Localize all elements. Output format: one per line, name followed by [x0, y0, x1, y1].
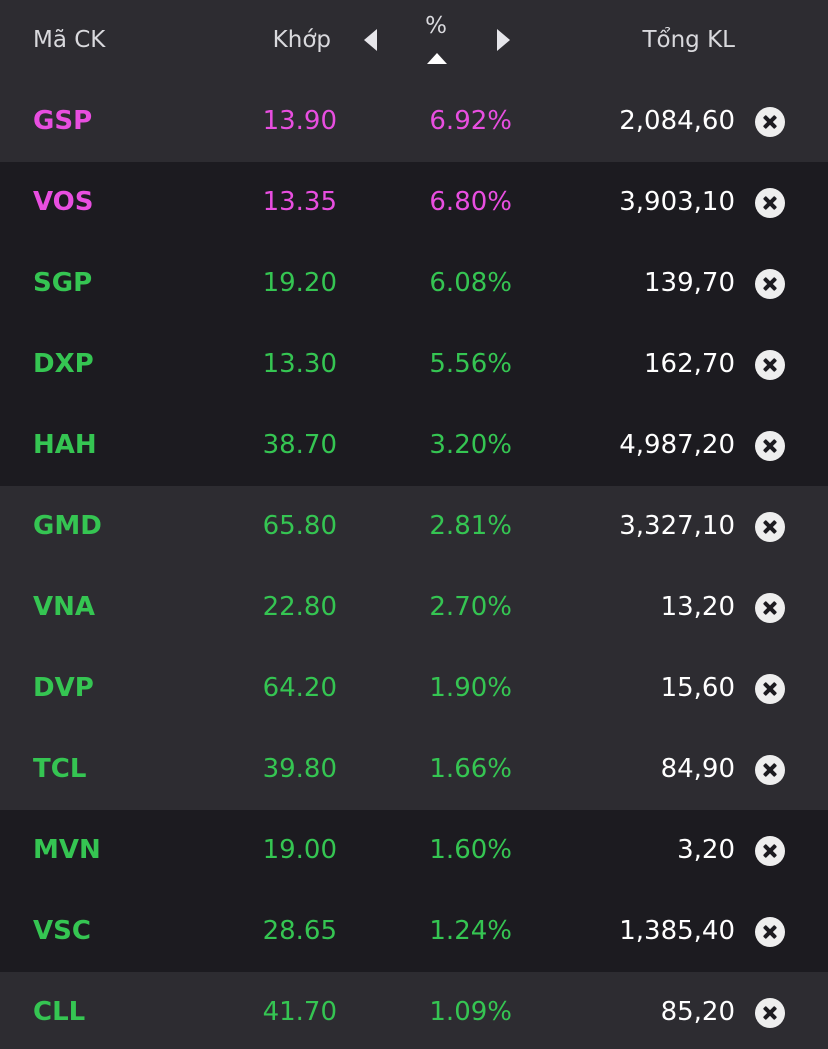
stock-symbol[interactable]: VSC [33, 916, 91, 946]
matched-price: 65.80 [262, 511, 337, 541]
total-volume: 4,987,20 [619, 430, 735, 460]
remove-icon[interactable] [755, 512, 785, 542]
sort-ascending-icon[interactable] [427, 53, 447, 64]
stock-symbol[interactable]: GSP [33, 106, 93, 136]
table-row[interactable]: VNA 22.80 2.70% 13,20 [0, 567, 828, 648]
total-volume: 15,60 [660, 673, 735, 703]
total-volume: 3,20 [677, 835, 735, 865]
matched-price: 28.65 [262, 916, 337, 946]
percent-change: 1.09% [429, 997, 512, 1027]
percent-change: 2.81% [429, 511, 512, 541]
header-price[interactable]: Khớp [272, 27, 331, 53]
remove-icon[interactable] [755, 674, 785, 704]
remove-icon[interactable] [755, 269, 785, 299]
header-percent[interactable]: % [425, 13, 447, 39]
remove-icon[interactable] [755, 917, 785, 947]
header-symbol[interactable]: Mã CK [33, 27, 106, 53]
remove-icon[interactable] [755, 755, 785, 785]
matched-price: 19.20 [262, 268, 337, 298]
matched-price: 41.70 [262, 997, 337, 1027]
percent-change: 5.56% [429, 349, 512, 379]
total-volume: 3,903,10 [619, 187, 735, 217]
table-header: Mã CK Khớp % Tổng KL [0, 0, 828, 81]
remove-icon[interactable] [755, 188, 785, 218]
remove-icon[interactable] [755, 107, 785, 137]
next-column-arrow-icon[interactable] [497, 29, 510, 51]
percent-change: 1.60% [429, 835, 512, 865]
table-row[interactable]: DXP 13.30 5.56% 162,70 [0, 324, 828, 405]
table-row[interactable]: VOS 13.35 6.80% 3,903,10 [0, 162, 828, 243]
header-volume[interactable]: Tổng KL [642, 27, 735, 53]
table-row[interactable]: DVP 64.20 1.90% 15,60 [0, 648, 828, 729]
total-volume: 2,084,60 [619, 106, 735, 136]
percent-change: 6.92% [429, 106, 512, 136]
table-row[interactable]: SGP 19.20 6.08% 139,70 [0, 243, 828, 324]
stock-symbol[interactable]: VNA [33, 592, 96, 622]
remove-icon[interactable] [755, 998, 785, 1028]
stock-symbol[interactable]: VOS [33, 187, 94, 217]
percent-change: 6.08% [429, 268, 512, 298]
stock-symbol[interactable]: HAH [33, 430, 97, 460]
stock-symbol[interactable]: SGP [33, 268, 93, 298]
matched-price: 13.30 [262, 349, 337, 379]
total-volume: 3,327,10 [619, 511, 735, 541]
table-row[interactable]: GMD 65.80 2.81% 3,327,10 [0, 486, 828, 567]
table-row[interactable]: HAH 38.70 3.20% 4,987,20 [0, 405, 828, 486]
total-volume: 1,385,40 [619, 916, 735, 946]
remove-icon[interactable] [755, 431, 785, 461]
stock-symbol[interactable]: DVP [33, 673, 94, 703]
table-row[interactable]: TCL 39.80 1.66% 84,90 [0, 729, 828, 810]
stock-list: GSP 13.90 6.92% 2,084,60 VOS 13.35 6.80%… [0, 81, 828, 1049]
matched-price: 22.80 [262, 592, 337, 622]
total-volume: 13,20 [660, 592, 735, 622]
percent-change: 1.24% [429, 916, 512, 946]
percent-change: 6.80% [429, 187, 512, 217]
table-row[interactable]: CLL 41.70 1.09% 85,20 [0, 972, 828, 1049]
stock-symbol[interactable]: TCL [33, 754, 87, 784]
remove-icon[interactable] [755, 350, 785, 380]
prev-column-arrow-icon[interactable] [364, 29, 377, 51]
matched-price: 13.35 [262, 187, 337, 217]
total-volume: 84,90 [660, 754, 735, 784]
stock-symbol[interactable]: GMD [33, 511, 102, 541]
percent-change: 2.70% [429, 592, 512, 622]
table-row[interactable]: MVN 19.00 1.60% 3,20 [0, 810, 828, 891]
remove-icon[interactable] [755, 836, 785, 866]
stock-symbol[interactable]: MVN [33, 835, 101, 865]
percent-change: 1.90% [429, 673, 512, 703]
total-volume: 139,70 [644, 268, 735, 298]
total-volume: 85,20 [660, 997, 735, 1027]
matched-price: 19.00 [262, 835, 337, 865]
matched-price: 38.70 [262, 430, 337, 460]
matched-price: 64.20 [262, 673, 337, 703]
remove-icon[interactable] [755, 593, 785, 623]
matched-price: 39.80 [262, 754, 337, 784]
percent-change: 3.20% [429, 430, 512, 460]
total-volume: 162,70 [644, 349, 735, 379]
stock-symbol[interactable]: DXP [33, 349, 94, 379]
stock-symbol[interactable]: CLL [33, 997, 86, 1027]
matched-price: 13.90 [262, 106, 337, 136]
table-row[interactable]: VSC 28.65 1.24% 1,385,40 [0, 891, 828, 972]
percent-change: 1.66% [429, 754, 512, 784]
table-row[interactable]: GSP 13.90 6.92% 2,084,60 [0, 81, 828, 162]
